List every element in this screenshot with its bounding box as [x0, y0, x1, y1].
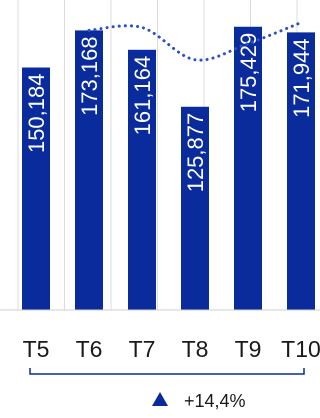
- bar-t5: [22, 67, 50, 311]
- bar-t7: [128, 49, 156, 310]
- trend-line: [87, 21, 303, 62]
- bar-value-label: 175,429: [236, 33, 261, 113]
- category-label: T7: [129, 336, 156, 362]
- bar-value-label: 125,877: [183, 113, 208, 193]
- bar-t8: [181, 106, 209, 310]
- bar-value-label: 173,168: [77, 36, 102, 116]
- bar-value-labels: 150,184 173,168 161,164 125,877 175,429 171,9…: [24, 33, 314, 193]
- category-label: T8: [182, 336, 209, 362]
- bar-t10: [287, 32, 315, 311]
- bar-value-label: 161,164: [130, 56, 155, 136]
- growth-annotation: +14,4%: [184, 391, 246, 411]
- bar-value-label: 150,184: [24, 74, 49, 154]
- category-label: T9: [235, 336, 262, 362]
- range-bracket: [29, 368, 305, 375]
- bar-t9: [234, 26, 262, 311]
- up-triangle-icon: [152, 392, 168, 406]
- category-label: T6: [76, 336, 103, 362]
- category-labels: T5 T6 T7 T8 T9 T10: [23, 336, 320, 362]
- category-label: T5: [23, 336, 50, 362]
- category-label: T10: [281, 336, 320, 362]
- bar-value-label: 171,944: [289, 38, 314, 118]
- bar-t6: [75, 30, 103, 311]
- chart-bars: [22, 26, 315, 311]
